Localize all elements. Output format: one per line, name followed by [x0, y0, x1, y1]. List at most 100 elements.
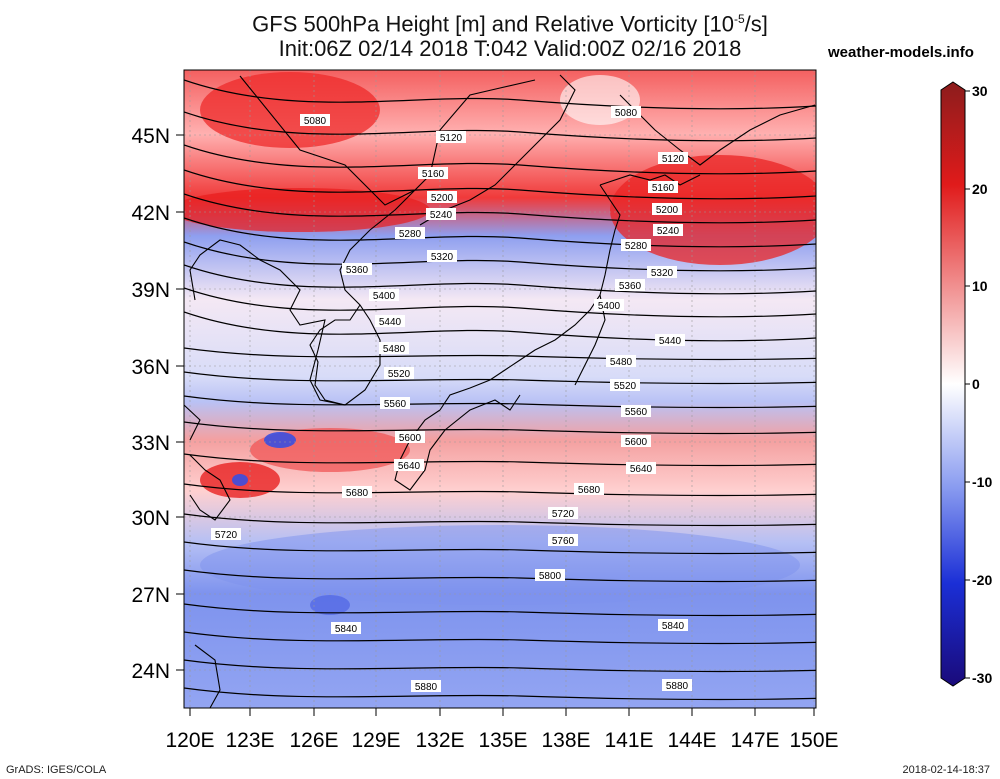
contour-label: 5640 — [630, 464, 653, 475]
contour-label: 5600 — [625, 437, 648, 448]
title-line1: GFS 500hPa Height [m] and Relative Vorti… — [252, 11, 734, 37]
contour-label: 5120 — [662, 154, 685, 165]
height-contour-line — [184, 169, 816, 200]
contour-label-bg — [418, 167, 448, 179]
height-contour-line — [184, 395, 816, 409]
contour-label-bg — [655, 334, 685, 346]
colorbar-tick-label: 10 — [972, 278, 988, 294]
colorbar-bar — [940, 81, 966, 687]
contour-label-bg — [658, 619, 688, 631]
lat-tick-label: 24N — [131, 660, 170, 683]
brand-text: weather-models.info — [828, 44, 974, 61]
lat-tick-label: 39N — [131, 279, 170, 302]
contour-label: 5160 — [652, 183, 675, 194]
lon-tick-label: 144E — [667, 729, 716, 752]
contour-label: 5560 — [384, 399, 407, 410]
contour-label-bg — [436, 131, 466, 143]
lon-tick-label: 135E — [478, 729, 527, 752]
contour-label-bg — [647, 266, 677, 278]
colorbar-tick-label: -30 — [972, 670, 992, 686]
height-contour-line — [184, 371, 816, 385]
lon-tick-label: 132E — [415, 729, 464, 752]
lon-tick-label: 129E — [351, 729, 400, 752]
contour-label-bg — [426, 208, 456, 220]
lon-tick-label: 123E — [225, 729, 274, 752]
height-contour-line — [184, 311, 816, 342]
contour-label: 5320 — [431, 252, 454, 263]
lon-tick-label: 147E — [730, 729, 779, 752]
contour-label: 5440 — [379, 317, 402, 328]
contour-label-bg — [379, 342, 409, 354]
colorbar-tick-label: -20 — [972, 572, 992, 588]
contour-label-bg — [648, 181, 678, 193]
contour-label: 5480 — [610, 357, 633, 368]
contour-label-bg — [375, 315, 405, 327]
contour-label-bg — [548, 534, 578, 546]
contour-label: 5200 — [656, 205, 679, 216]
contour-label: 5880 — [415, 682, 438, 693]
contour-label-bg — [610, 379, 640, 391]
height-contour-line — [184, 193, 816, 224]
contour-label-bg — [380, 397, 410, 409]
contour-label: 5600 — [399, 433, 422, 444]
contour-label: 5800 — [539, 571, 562, 582]
contour-label-bg — [427, 250, 457, 262]
contour-label-bg — [395, 431, 425, 443]
longitude-axis: 120E 123E 126E 129E 132E 135E 138E 141E 144E 147E… — [165, 708, 839, 752]
contour-label-bg — [342, 263, 372, 275]
height-contour-line — [184, 79, 816, 110]
contour-label: 5400 — [598, 301, 621, 312]
height-contour-line — [184, 453, 816, 467]
lat-tick-label: 36N — [131, 356, 170, 379]
height-contour-line — [184, 144, 816, 175]
contour-label: 5400 — [373, 291, 396, 302]
contour-label: 5680 — [578, 485, 601, 496]
colorbar: 30 20 10 0 -10 -20 -30 — [940, 81, 992, 687]
contour-label-bg — [621, 405, 651, 417]
height-contour-line — [184, 421, 816, 435]
contour-label: 5720 — [552, 509, 575, 520]
contour-label-bg — [211, 528, 241, 540]
height-contour-line — [184, 687, 816, 701]
footer-left: GrADS: IGES/COLA — [6, 764, 107, 776]
contour-label-bg — [331, 622, 361, 634]
contour-label: 5880 — [666, 681, 689, 692]
contour-label-bg — [626, 462, 656, 474]
contour-label: 5120 — [440, 133, 463, 144]
lat-tick-label: 30N — [131, 507, 170, 530]
colorbar-labels: 30 20 10 0 -10 -20 -30 — [965, 83, 992, 686]
lon-tick-label: 141E — [604, 729, 653, 752]
contour-label: 5680 — [346, 488, 369, 499]
colorbar-tick-label: 20 — [972, 181, 988, 197]
contour-label-bg — [395, 227, 425, 239]
contour-label: 5720 — [215, 530, 238, 541]
height-contour-line — [184, 569, 816, 583]
height-contour-line — [184, 603, 816, 617]
chart-subtitle: Init:06Z 02/14 2018 T:042 Valid:00Z 02/1… — [278, 36, 742, 61]
contour-label: 5440 — [659, 336, 682, 347]
colorbar-tick-label: 30 — [972, 83, 988, 99]
contour-label: 5840 — [335, 624, 358, 635]
title-line1-end: /s] — [744, 11, 768, 37]
contour-label: 5240 — [430, 210, 453, 221]
lon-tick-label: 138E — [541, 729, 590, 752]
lat-tick-label: 42N — [131, 202, 170, 225]
lat-lon-grid — [184, 70, 816, 708]
height-contour-line — [184, 347, 816, 361]
height-contour-line — [184, 513, 816, 527]
height-contour-line — [184, 111, 816, 142]
contour-label-bg — [621, 435, 651, 447]
contour-label-bg — [369, 289, 399, 301]
contour-label-bg — [611, 106, 641, 118]
contour-label: 5760 — [552, 536, 575, 547]
contour-label: 5840 — [662, 621, 685, 632]
contour-label-bg — [621, 239, 651, 251]
lat-tick-label: 45N — [131, 125, 170, 148]
contour-labels: 5080 5080 5120 5120 5160 5160 5200 5200 5240 5240… — [211, 106, 692, 693]
height-contour-line — [184, 631, 816, 645]
title-superscript: -5 — [733, 12, 745, 26]
lat-tick-label: 33N — [131, 432, 170, 455]
contour-label: 5320 — [651, 268, 674, 279]
contour-label-bg — [535, 569, 565, 581]
